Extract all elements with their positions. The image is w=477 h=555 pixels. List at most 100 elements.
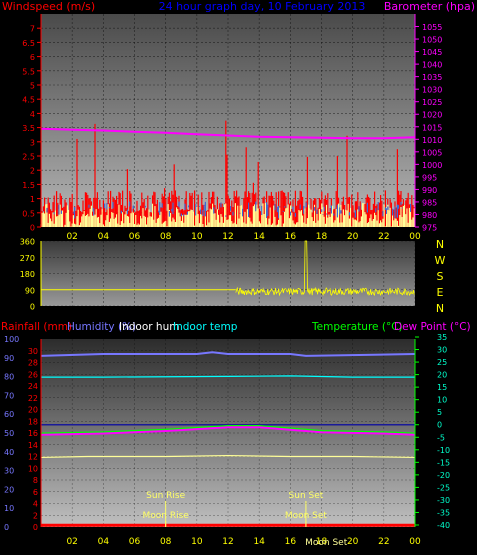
direction-tick-label: 90 — [25, 286, 35, 295]
direction-tick-label: 0 — [30, 303, 35, 312]
series-line — [40, 454, 416, 458]
series-line — [40, 351, 416, 357]
wind-tick-label: 5.5 — [22, 67, 35, 76]
humidity-tick-label: 70 — [4, 391, 14, 400]
barometer-tick-label: 1035 — [422, 73, 442, 82]
temperature-panel: 0102030405060708090100024681012141618202… — [1, 321, 471, 548]
barometer-tick-label: 1020 — [422, 111, 442, 120]
annotation-label: Sun Set — [289, 491, 324, 501]
temperature-x-tick-label: 18 — [316, 537, 328, 547]
temperature-tick-label: -20 — [437, 471, 450, 480]
wind-gust-bars — [40, 120, 415, 227]
temperature-tick-label: -35 — [437, 508, 450, 517]
barometer-tick-label: 1045 — [422, 48, 442, 57]
wind-x-tick-label: 04 — [98, 232, 110, 242]
temperature-tick-label: 30 — [437, 346, 447, 355]
rainfall-tick-label: 4 — [33, 500, 38, 509]
temperature-tick-label: 0 — [437, 421, 442, 430]
temperature-tick-label: -5 — [437, 433, 445, 442]
compass-letter: N — [436, 302, 444, 315]
wind-x-tick-label: 20 — [347, 232, 359, 242]
direction-grid — [41, 240, 416, 307]
humidity-tick-label: 50 — [4, 429, 14, 438]
annotation-label: Moon Rise — [143, 511, 190, 521]
temperature-x-tick-label: 10 — [191, 537, 203, 547]
compass-letter: N — [436, 238, 444, 251]
direction-noise — [235, 240, 415, 297]
wind-tick-label: 1.5 — [22, 181, 35, 190]
rainfall-tick-label: 28 — [28, 359, 38, 368]
wind-x-tick-label: 16 — [285, 232, 297, 242]
wind-tick-label: 0 — [30, 224, 35, 233]
wind-tick-label: 3 — [30, 138, 35, 147]
direction-ticks: 0 90 180 270 360 — [20, 238, 42, 312]
wind-x-tick-label: 18 — [316, 232, 328, 242]
wind-tick-label: 2.5 — [22, 153, 35, 162]
annotation-label: Moon Set — [285, 511, 328, 521]
barometer-tick-label: 990 — [422, 186, 437, 195]
humidity-tick-label: 60 — [4, 410, 14, 419]
rainfall-tick-label: 2 — [33, 511, 38, 520]
temperature-tick-label: 25 — [437, 358, 447, 367]
wind-ticks: 0 0.5 1 1.5 2 2.5 3 3.5 4 4.5 5 5.5 6 6.5 7 975 980 985 99… — [22, 14, 442, 242]
wind-tick-label: 3.5 — [22, 124, 35, 133]
indoor-temp-label: Indoor temp — [173, 321, 238, 333]
rainfall-tick-label: 18 — [28, 417, 38, 426]
wind-tick-label: 4 — [30, 110, 35, 119]
direction-tick-label: 180 — [20, 270, 35, 279]
rainfall-tick-label: 10 — [28, 464, 38, 473]
chart-title: 24 hour graph day, 10 February 2013 — [159, 0, 366, 13]
barometer-axis-label: Barometer (hpa) — [384, 0, 475, 13]
humidity-tick-label: 100 — [4, 335, 19, 344]
wind-tick-label: 6 — [30, 53, 35, 62]
wind-x-tick-label: 06 — [129, 232, 141, 242]
temperature-tick-label: -10 — [437, 446, 450, 455]
windspeed-axis-label: Windspeed (m/s) — [2, 0, 95, 13]
barometer-tick-label: 1000 — [422, 161, 442, 170]
barometer-tick-label: 1040 — [422, 61, 442, 70]
temperature-x-tick-label: 00 — [409, 537, 421, 547]
temperature-x-tick-label: 20 — [347, 537, 359, 547]
wind-tick-label: 0.5 — [22, 209, 35, 218]
rainfall-tick-label: 30 — [28, 347, 38, 356]
rainfall-tick-label: 16 — [28, 429, 38, 438]
rainfall-tick-label: 20 — [28, 406, 38, 415]
wind-x-tick-label: 22 — [378, 232, 389, 242]
barometer-tick-label: 1005 — [422, 148, 442, 157]
temperature-tick-label: 20 — [437, 371, 447, 380]
temperature-tick-label: -40 — [437, 521, 450, 530]
rainfall-tick-label: 22 — [28, 394, 38, 403]
humidity-label: Humidity (%) — [67, 321, 136, 333]
wind-tick-label: 4.5 — [22, 96, 35, 105]
series-line — [40, 426, 416, 436]
rainfall-tick-label: 26 — [28, 370, 38, 379]
annotation-label: Sun Rise — [146, 491, 185, 501]
rainfall-tick-label: 6 — [33, 488, 38, 497]
temperature-tick-label: 5 — [437, 408, 442, 417]
barometer-tick-label: 1015 — [422, 123, 442, 132]
compass-letter: E — [437, 286, 444, 299]
temperature-x-tick-label: 04 — [98, 537, 110, 547]
wind-grid — [41, 14, 416, 228]
barometer-line — [40, 127, 416, 140]
dew-point-label: Dew Point (°C) — [394, 321, 471, 333]
humidity-tick-label: 80 — [4, 373, 14, 382]
direction-series — [41, 240, 415, 297]
rainfall-tick-label: 12 — [28, 453, 38, 462]
sun-moon-annotations: Sun Rise Sun Set Moon Rise Moon Set Moon Set — [143, 491, 348, 548]
wind-tick-label: 1 — [30, 195, 35, 204]
humidity-tick-label: 0 — [4, 523, 9, 532]
temperature-x-tick-label: 22 — [378, 537, 389, 547]
wind-tick-label: 5 — [30, 82, 35, 91]
humidity-tick-label: 90 — [4, 354, 14, 363]
direction-tick-label: 270 — [20, 254, 35, 263]
wind-tick-label: 7 — [30, 25, 35, 34]
wind-panel: 0 0.5 1 1.5 2 2.5 3 3.5 4 4.5 5 5.5 6 6.5 7 975 980 985 99… — [2, 0, 475, 242]
wind-x-tick-label: 08 — [160, 232, 172, 242]
temperature-x-tick-label: 02 — [66, 537, 77, 547]
temperature-tick-label: 35 — [437, 333, 447, 342]
temperature-series — [40, 351, 416, 527]
barometer-tick-label: 985 — [422, 198, 437, 207]
temperature-x-tick-label: 12 — [222, 537, 233, 547]
